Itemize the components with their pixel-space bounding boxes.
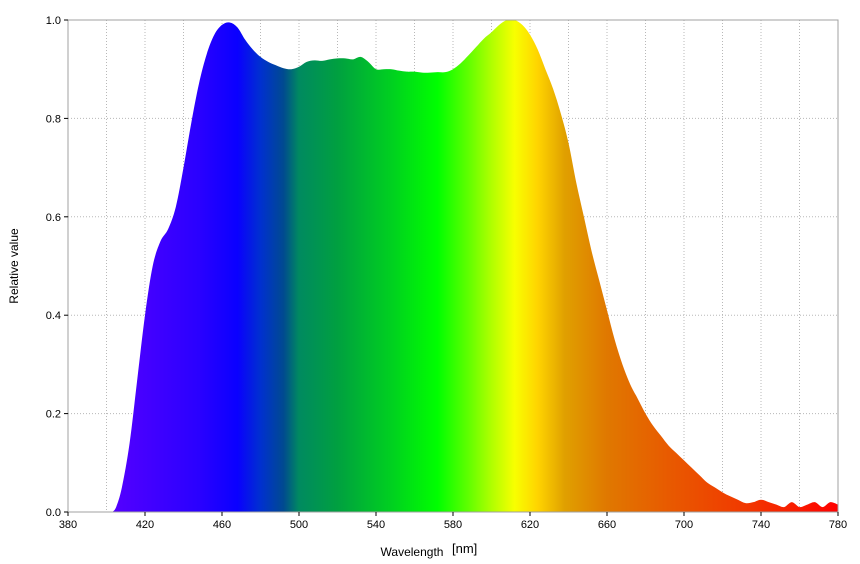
y-axis-title: Relative value (7, 228, 21, 304)
x-tick-label: 380 (59, 519, 77, 531)
y-tick-label: 0.4 (46, 310, 61, 322)
x-axis-ticks: 380 420 460 500 540 580 620 660 700 740 780 (59, 512, 847, 531)
x-axis-title: Wavelength (381, 545, 444, 559)
y-tick-label: 0.2 (46, 409, 61, 421)
y-tick-label: 0.8 (46, 113, 61, 125)
x-axis-unit: [nm] (452, 541, 477, 556)
y-tick-label: 1.0 (46, 15, 61, 27)
y-tick-label: 0.0 (46, 507, 61, 519)
x-tick-label: 620 (521, 519, 539, 531)
x-tick-label: 500 (290, 519, 308, 531)
x-tick-label: 700 (675, 519, 693, 531)
y-axis-ticks: 0.0 0.2 0.4 0.6 0.8 1.0 (46, 15, 68, 519)
x-tick-label: 460 (213, 519, 231, 531)
x-tick-label: 740 (752, 519, 770, 531)
x-tick-label: 420 (136, 519, 154, 531)
x-tick-label: 660 (598, 519, 616, 531)
x-tick-label: 780 (829, 519, 847, 531)
x-tick-label: 540 (367, 519, 385, 531)
x-tick-label: 580 (444, 519, 462, 531)
y-tick-label: 0.6 (46, 212, 61, 224)
series-area (112, 20, 838, 512)
